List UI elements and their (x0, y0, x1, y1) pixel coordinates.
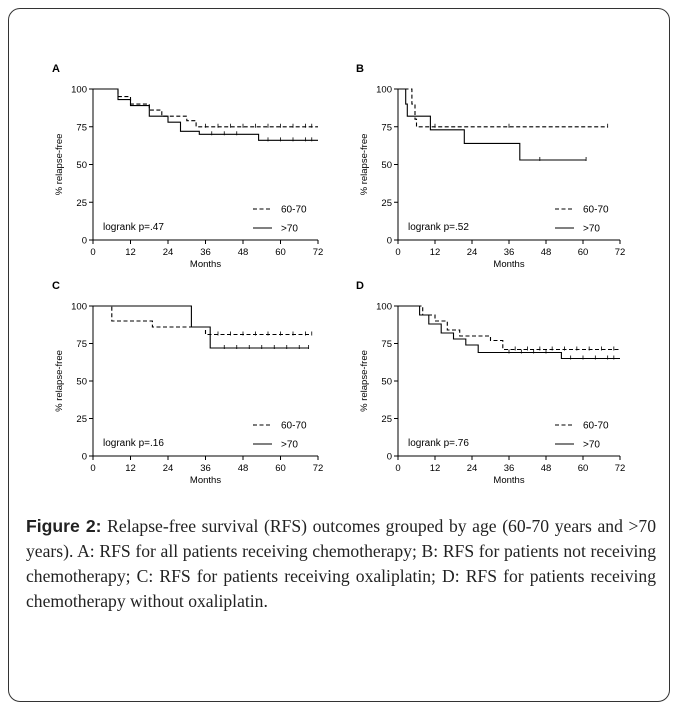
legend-label: 60-70 (281, 205, 307, 216)
y-tick-label: 50 (381, 377, 392, 388)
x-tick-label: 24 (163, 247, 174, 258)
series-line-60-70 (93, 88, 318, 128)
caption-label: Figure 2: (26, 516, 102, 536)
x-tick-label: 48 (238, 247, 249, 258)
x-tick-label: 36 (200, 247, 211, 258)
series-line-60-70 (398, 88, 608, 128)
x-tick-label: 60 (275, 247, 286, 258)
x-tick-label: 12 (430, 463, 441, 474)
panel-a: A 0 12 24 36 48 60 72 0 25 50 75 100 Months % relapse-… (52, 63, 323, 270)
y-tick-label: 75 (381, 339, 392, 350)
legend-label: >70 (281, 440, 298, 451)
x-tick-label: 0 (90, 463, 95, 474)
panel-d: D 0 12 24 36 48 60 72 0 25 50 75 100 Months % relapse-… (356, 280, 625, 486)
y-tick-label: 0 (387, 452, 392, 463)
x-tick-label: 60 (578, 463, 589, 474)
x-tick-label: 72 (615, 463, 626, 474)
x-tick-label: 36 (200, 463, 211, 474)
y-tick-label: 25 (381, 414, 392, 425)
panel-label: B (356, 63, 364, 75)
y-tick-label: 100 (71, 85, 87, 96)
x-tick-label: 24 (163, 463, 174, 474)
series-line-over-70 (93, 305, 309, 349)
panel-label: C (52, 280, 60, 292)
panel-c: C 0 12 24 36 48 60 72 0 25 50 75 100 Months % relapse-… (52, 280, 323, 486)
x-tick-label: 60 (578, 247, 589, 258)
series-line-60-70 (398, 305, 620, 351)
figure-caption: Figure 2: Relapse-free survival (RFS) ou… (26, 514, 656, 614)
x-tick-label: 36 (504, 463, 515, 474)
x-tick-label: 48 (541, 247, 552, 258)
logrank-annotation: logrank p=.52 (408, 222, 469, 233)
y-tick-label: 50 (381, 160, 392, 171)
x-axis-label: Months (190, 475, 221, 486)
x-tick-label: 48 (541, 463, 552, 474)
x-tick-label: 60 (275, 463, 286, 474)
x-tick-label: 0 (395, 463, 400, 474)
y-axis-label: % relapse-free (359, 350, 370, 412)
x-tick-label: 72 (615, 247, 626, 258)
legend-label: >70 (583, 224, 600, 235)
figure-frame (8, 8, 670, 702)
legend-label: >70 (281, 224, 298, 235)
y-axis-label: % relapse-free (54, 350, 65, 412)
x-tick-label: 72 (313, 247, 324, 258)
legend-label: >70 (583, 440, 600, 451)
y-tick-label: 50 (76, 160, 87, 171)
caption-text: Relapse-free survival (RFS) outcomes gro… (26, 516, 657, 611)
x-tick-label: 48 (238, 463, 249, 474)
y-tick-label: 25 (381, 198, 392, 209)
y-tick-label: 75 (76, 339, 87, 350)
series-line-over-70 (93, 88, 318, 141)
x-tick-label: 36 (504, 247, 515, 258)
x-tick-label: 12 (125, 247, 136, 258)
y-axis-label: % relapse-free (54, 134, 65, 196)
legend-label: 60-70 (281, 421, 307, 432)
y-tick-label: 25 (76, 414, 87, 425)
x-tick-label: 12 (125, 463, 136, 474)
logrank-annotation: logrank p=.76 (408, 438, 469, 449)
y-tick-label: 100 (376, 85, 392, 96)
logrank-annotation: logrank p=.47 (103, 222, 164, 233)
y-tick-label: 100 (376, 302, 392, 313)
y-tick-label: 75 (76, 122, 87, 133)
x-tick-label: 0 (395, 247, 400, 258)
x-axis-label: Months (190, 259, 221, 270)
y-tick-label: 0 (387, 236, 392, 247)
y-tick-label: 75 (381, 122, 392, 133)
series-line-60-70 (93, 305, 312, 336)
x-tick-label: 12 (430, 247, 441, 258)
y-tick-label: 50 (76, 377, 87, 388)
panel-label: D (356, 280, 364, 292)
x-axis-label: Months (493, 475, 524, 486)
y-tick-label: 0 (82, 236, 87, 247)
series-line-over-70 (398, 88, 587, 161)
series-line-over-70 (398, 305, 620, 360)
y-tick-label: 0 (82, 452, 87, 463)
x-tick-label: 0 (90, 247, 95, 258)
panel-b: B 0 12 24 36 48 60 72 0 25 50 75 100 Months % relapse-… (356, 63, 625, 270)
legend-label: 60-70 (583, 205, 609, 216)
y-tick-label: 100 (71, 302, 87, 313)
logrank-annotation: logrank p=.16 (103, 438, 164, 449)
panel-label: A (52, 63, 60, 75)
legend-label: 60-70 (583, 421, 609, 432)
x-tick-label: 24 (467, 247, 478, 258)
x-tick-label: 72 (313, 463, 324, 474)
y-axis-label: % relapse-free (359, 134, 370, 196)
y-tick-label: 25 (76, 198, 87, 209)
x-tick-label: 24 (467, 463, 478, 474)
x-axis-label: Months (493, 259, 524, 270)
